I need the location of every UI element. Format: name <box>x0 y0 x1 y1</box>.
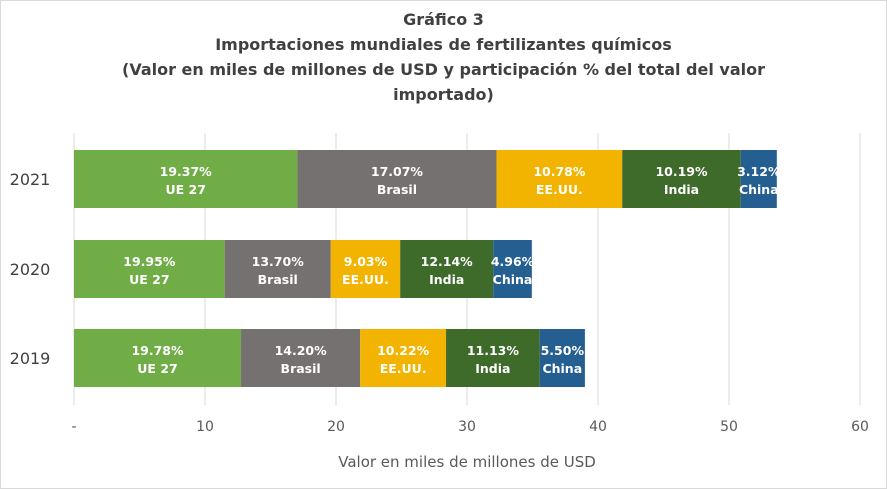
data-label-percent: 19.37% <box>160 164 213 179</box>
data-label-percent: 13.70% <box>252 254 305 269</box>
data-label-name: EE.UU. <box>380 361 427 376</box>
x-tick-label: 30 <box>458 419 476 435</box>
chart-title-line-3: (Valor en miles de millones de USD y par… <box>122 60 765 79</box>
chart-title-line-1: Gráfico 3 <box>403 10 484 29</box>
data-label-percent: 11.13% <box>467 343 520 358</box>
bar-segment <box>74 240 225 298</box>
category-label: 2020 <box>10 260 51 279</box>
bar-segment <box>74 150 298 208</box>
data-label-name: UE 27 <box>137 361 177 376</box>
x-tick-label: 60 <box>851 419 869 435</box>
data-label-name: India <box>475 361 510 376</box>
data-label-name: Brasil <box>258 272 298 287</box>
data-label-percent: 14.20% <box>275 343 328 358</box>
bar-segment <box>493 240 532 298</box>
x-tick-label: 10 <box>196 419 214 435</box>
category-label: 2019 <box>10 349 51 368</box>
bar-segment <box>74 329 242 387</box>
bar-segment <box>241 329 361 387</box>
data-label-percent: 3.12% <box>737 164 781 179</box>
data-label-name: India <box>664 182 699 197</box>
x-tick-label: - <box>71 419 76 435</box>
data-label-percent: 17.07% <box>371 164 424 179</box>
data-label-name: China <box>739 182 779 197</box>
data-label-name: UE 27 <box>165 182 205 197</box>
data-label-percent: 10.22% <box>377 343 430 358</box>
bar-segment <box>224 240 331 298</box>
data-label-name: EE.UU. <box>536 182 583 197</box>
data-label-percent: 19.95% <box>123 254 176 269</box>
data-label-percent: 9.03% <box>344 254 388 269</box>
data-label-percent: 12.14% <box>421 254 474 269</box>
bar-segment <box>330 240 401 298</box>
data-label-name: China <box>493 272 533 287</box>
chart-title-line-2: Importaciones mundiales de fertilizantes… <box>215 35 672 54</box>
data-label-name: UE 27 <box>129 272 169 287</box>
bar-segment <box>446 329 540 387</box>
bar-segment <box>740 150 777 208</box>
x-tick-label: 40 <box>589 419 607 435</box>
bar-segment <box>360 329 447 387</box>
data-label-percent: 10.19% <box>655 164 708 179</box>
bar-segment <box>622 150 741 208</box>
x-tick-label: 50 <box>720 419 738 435</box>
x-tick-label: 20 <box>327 419 345 435</box>
data-label-name: Brasil <box>377 182 417 197</box>
category-label: 2021 <box>10 170 51 189</box>
data-label-name: EE.UU. <box>342 272 389 287</box>
data-label-percent: 19.78% <box>131 343 184 358</box>
bar-segment <box>496 150 623 208</box>
data-label-name: India <box>429 272 464 287</box>
data-label-name: China <box>542 361 582 376</box>
data-label-percent: 10.78% <box>533 164 586 179</box>
data-label-percent: 4.96% <box>491 254 535 269</box>
data-label-name: Brasil <box>281 361 321 376</box>
data-label-percent: 5.50% <box>541 343 585 358</box>
bar-segment <box>400 240 494 298</box>
chart-title-line-4: importado) <box>393 85 494 104</box>
bar-segment <box>297 150 497 208</box>
x-axis-label: Valor en miles de millones de USD <box>338 453 596 471</box>
bar-segment <box>539 329 585 387</box>
